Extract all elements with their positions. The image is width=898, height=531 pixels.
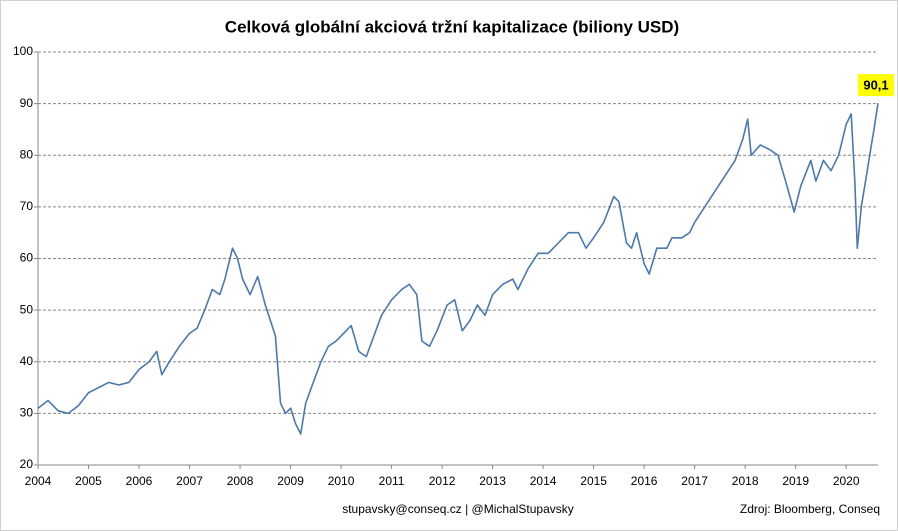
footer-left: stupavsky@conseq.cz | @MichalStupavsky [342,502,574,516]
y-tick-label: 20 [20,457,34,471]
x-tick-label: 2020 [833,474,860,488]
x-tick-label: 2009 [277,474,304,488]
chart-title: Celková globální akciová tržní kapitaliz… [225,17,679,36]
x-tick-label: 2008 [227,474,254,488]
x-tick-label: 2019 [782,474,809,488]
annotation-box [858,74,894,97]
x-tick-label: 2007 [176,474,203,488]
y-tick-label: 80 [20,147,34,161]
footer-right: Zdroj: Bloomberg, Conseq [740,502,880,516]
y-tick-label: 40 [20,354,34,368]
y-tick-label: 50 [20,302,34,316]
annotation: 90,1 [863,78,888,93]
y-tick-label: 60 [20,251,34,265]
x-tick-label: 2011 [379,474,405,488]
x-tick-label: 2005 [75,474,102,488]
x-tick-label: 2006 [126,474,153,488]
x-tick-label: 2012 [429,474,456,488]
x-tick-label: 2017 [681,474,708,488]
y-tick-label: 90 [20,96,34,110]
y-tick-label: 70 [20,199,34,213]
x-tick-label: 2010 [328,474,355,488]
x-tick-label: 2004 [25,474,52,488]
x-tick-label: 2018 [732,474,759,488]
y-tick-label: 100 [13,44,33,58]
x-tick-label: 2014 [530,474,557,488]
y-tick-label: 30 [20,406,34,420]
x-tick-label: 2013 [479,474,506,488]
x-tick-label: 2015 [580,474,607,488]
x-tick-label: 2016 [631,474,658,488]
data-line [37,102,879,435]
